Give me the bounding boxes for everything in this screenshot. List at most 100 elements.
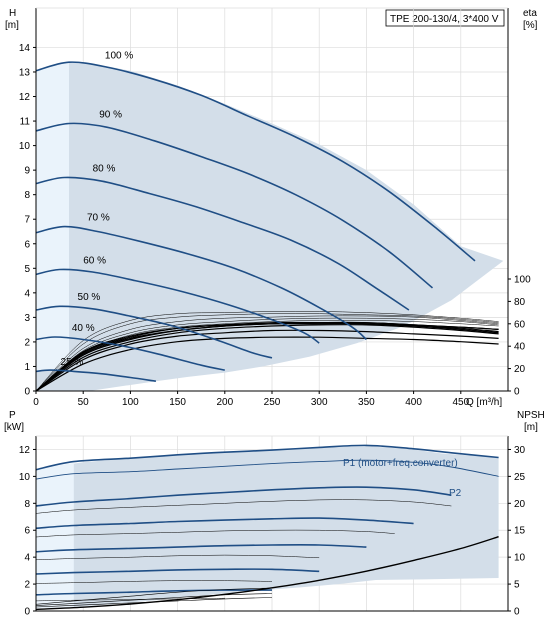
p2-level-curve [35,499,452,514]
qh-y-tick-label: 1 [24,362,30,373]
qh-xlabel: Q [m³/h] [466,397,502,408]
qh-y-tick-label: 10 [19,141,31,152]
qh-y-tick-label: 14 [19,43,31,54]
qh-y2-tick-label: 60 [514,319,526,330]
eta-curve [35,329,499,392]
qh-curve-100pct [35,61,476,262]
qh-curve-label: 80 % [93,163,116,174]
qh-y-tick-label: 3 [24,313,30,324]
p1-level-curve [35,589,273,596]
eta-curve [35,321,499,392]
p-ylabel-unit: [kW] [4,422,24,433]
p-y2-tick-label: 30 [514,445,526,456]
qh-curve-70pct [35,225,367,341]
qh-y2-tick-label: 40 [514,342,526,353]
p-y2-tick-label: 25 [514,472,526,483]
p-y2-tick-label: 5 [514,580,520,591]
p-y-tick-label: 6 [24,526,30,537]
p1-level-curve [35,568,320,575]
p-y-tick-label: 4 [24,553,30,564]
p1-series-label: P1 (motor+freq.converter) [343,458,458,469]
p-y-tick-label: 0 [24,607,30,618]
p-y2-tick-label: 15 [514,526,526,537]
qh-x-tick-label: 200 [216,397,233,408]
p-low-curve [35,593,273,606]
qh-x-tick-label: 300 [311,397,328,408]
p-y-tick-label: 8 [24,499,30,510]
qh-curve-60pct [35,268,320,344]
qh-curve-label: 100 % [105,50,133,61]
qh-y-tick-label: 11 [20,117,31,128]
qh-x-tick-label: 350 [358,397,375,408]
qh-curve-label: 60 % [83,255,106,266]
p-ylabel-name: P [9,410,16,421]
chart-title: TPE 200-130/4, 3*400 V [390,14,499,25]
p2-curve [35,459,499,480]
p1-level-curve [35,486,452,507]
qh-y-tick-label: 6 [24,239,30,250]
qh-x-tick-label: 150 [169,397,186,408]
qh-y-tick-label: 7 [24,215,30,226]
p-y2label-unit: [m] [524,422,538,433]
qh-plot-area: 100 %90 %80 %70 %60 %50 %40 %25 %0 50 100 1… [19,7,531,408]
qh-y2label-name: eta [523,8,537,19]
qh-curve-label: 90 % [99,109,122,120]
qh-curve-50pct [35,305,273,359]
qh-y-tick-label: 0 [24,387,30,398]
qh-y-tick-label: 13 [19,67,31,78]
p2-level-curve [35,554,320,561]
qh-y2-tick-label: 80 [514,297,526,308]
qh-light-area [36,62,69,372]
qh-curve-label: 25 % [61,357,84,368]
npsh-curve [35,536,499,611]
p1-level-curve [35,544,367,553]
p-y2-tick-label: 0 [514,607,520,618]
qh-ylabel-name: H [9,8,16,19]
qh-ylabel-unit: [m] [5,20,19,31]
qh-y-tick-label: 8 [24,190,30,201]
qh-curve-40pct [35,336,225,371]
p-low-curve [35,587,273,605]
p-y-tick-label: 2 [24,580,30,591]
p-y-tick-label: 12 [19,445,31,456]
qh-x-tick-label: 50 [78,397,90,408]
p2-level-curve [35,529,395,538]
qh-y-tick-label: 4 [24,288,30,299]
qh-y2label-unit: [%] [523,20,538,31]
eta-curve-thin [35,313,499,392]
p-y2-tick-label: 10 [514,553,526,564]
p1-curve [35,444,499,471]
qh-y2-tick-label: 100 [514,275,531,286]
chart-title-box: TPE 200-130/4, 3*400 V [385,9,505,27]
p-y-tick-label: 10 [19,472,31,483]
qh-y-tick-label: 9 [24,166,30,177]
qh-curve-90pct [35,122,434,289]
qh-x-tick-label: 400 [405,397,422,408]
eta-curve-thin [35,311,499,392]
qh-curve-25pct [35,369,157,382]
qh-x-tick-label: 450 [452,397,469,408]
qh-x-tick-label: 250 [264,397,281,408]
qh-curve-label: 40 % [72,323,95,334]
qh-y2-tick-label: 0 [514,387,520,398]
qh-x-tick-label: 100 [122,397,139,408]
p2-level-curve [35,580,273,584]
qh-y-tick-label: 12 [19,92,31,103]
p-y2label-name: NPSH [517,410,545,421]
power-plot-area: 0 2 4 6 8 10 12 0 5 10 15 20 25 30 [19,435,526,618]
eta-curve [35,336,499,392]
p1-level-curve [35,517,414,529]
qh-curve-80pct [35,176,410,311]
qh-operating-area [36,62,504,391]
qh-curve-label: 50 % [78,292,101,303]
p-y2-tick-label: 20 [514,499,526,510]
qh-x-tick-label: 0 [33,397,39,408]
qh-y-tick-label: 2 [24,337,30,348]
eta-curve [35,321,499,392]
eta-curve-thin [35,315,499,392]
p2-series-label: P2 [449,488,462,499]
qh-curve-label: 70 % [87,212,110,223]
qh-y-tick-label: 5 [24,264,30,275]
